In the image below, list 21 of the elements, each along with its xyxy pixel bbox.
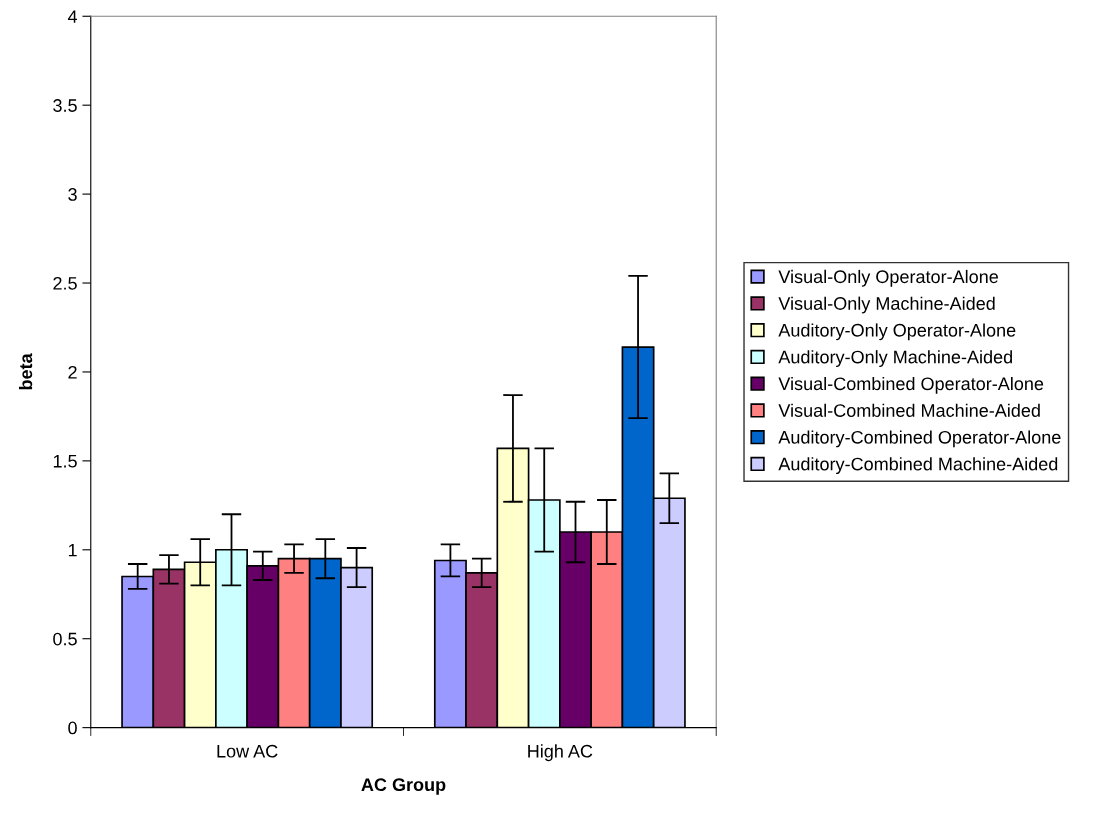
x-axis-title: AC Group [361,778,446,795]
y-tick-label: 0 [68,721,77,735]
y-axis-title: beta [18,353,33,390]
legend-label: Visual-Only Machine-Aided [778,296,995,314]
x-tick-label: High AC [528,744,593,762]
legend-label: Auditory-Only Machine-Aided [778,350,1012,367]
y-tick-label: 1.5 [53,454,77,468]
y-tick-label: 2.5 [53,276,77,290]
x-tick-label: Low AC [217,744,278,758]
y-tick-label: 2 [68,365,77,379]
legend-label: Visual-Combined Machine-Aided [778,403,1040,417]
y-tick-label: 3 [68,188,77,201]
y-tick-label: 3.5 [53,99,77,112]
y-tick-label: 4 [67,10,78,23]
y-tick-label: 1 [68,543,77,557]
legend-label: Auditory-Combined Operator-Alone [778,430,1061,448]
legend-label: Visual-Only Operator-Alone [778,269,998,287]
legend-label: Visual-Combined Operator-Alone [778,376,1044,394]
legend-label: Auditory-Combined Machine-Aided [778,457,1058,475]
legend-label: Auditory-Only Operator-Alone [778,323,1016,341]
y-tick-label: 0.5 [53,632,77,646]
